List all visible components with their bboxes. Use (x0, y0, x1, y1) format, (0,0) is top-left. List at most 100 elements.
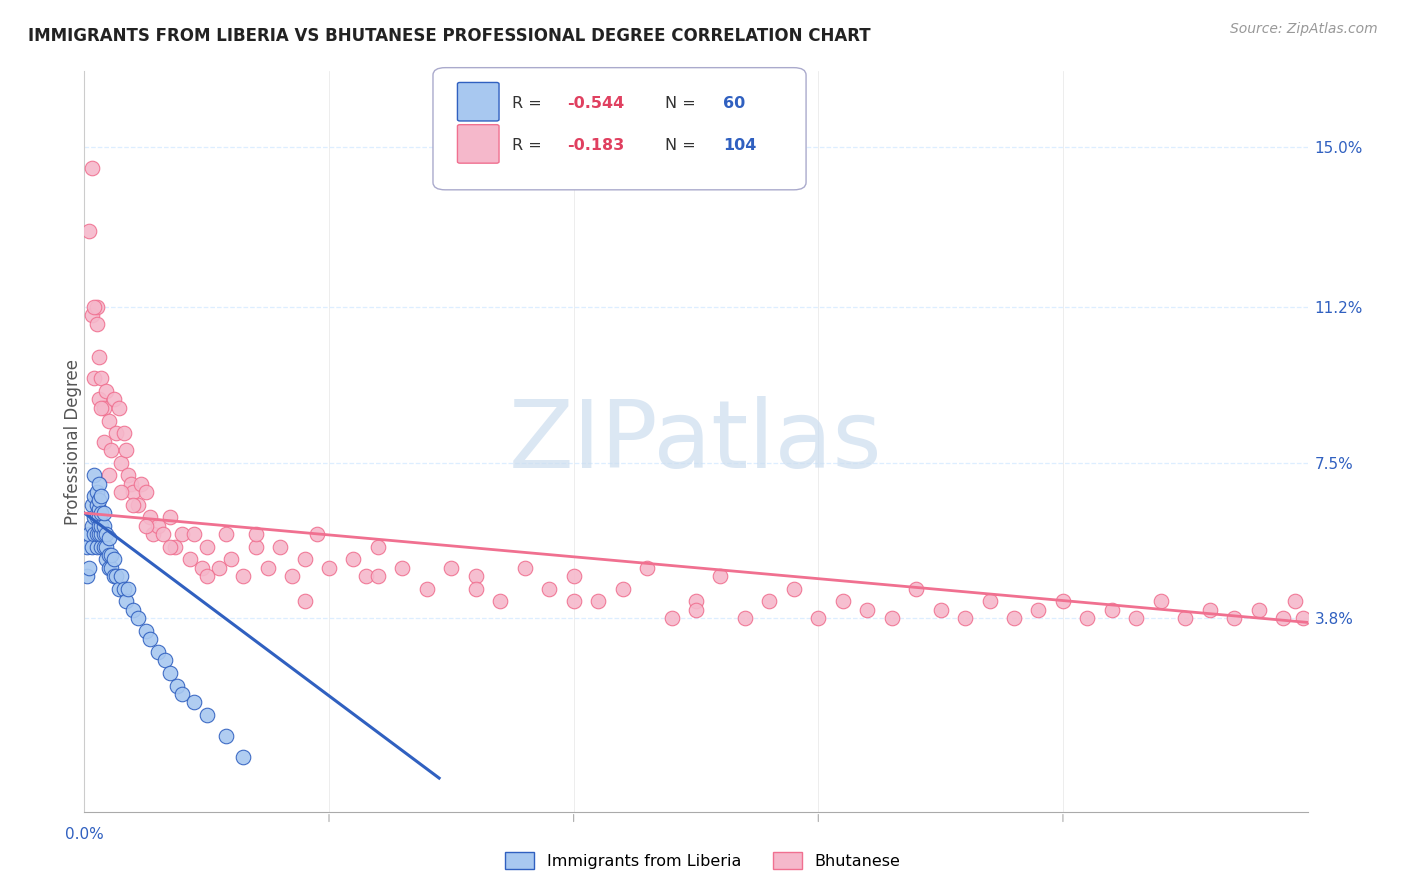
Point (709, 569, 731, 583)
Point (105, 569, 128, 583)
Point (1052, 594, 1074, 608)
Point (1284, 594, 1306, 608)
Y-axis label: Professional Degree: Professional Degree (65, 359, 82, 524)
Point (122, 603, 145, 617)
Point (1174, 611, 1197, 625)
Text: 104: 104 (723, 138, 756, 153)
Point (685, 594, 707, 608)
Point (90, 489, 112, 503)
Point (163, 540, 186, 554)
Point (734, 611, 756, 625)
Point (905, 582, 928, 596)
Point (354, 569, 377, 583)
Point (758, 594, 780, 608)
Text: R =: R = (513, 95, 547, 111)
Point (152, 527, 174, 541)
Point (90, 518, 112, 533)
Point (83, 510, 105, 524)
Point (215, 729, 238, 743)
Point (856, 603, 879, 617)
Point (115, 594, 138, 608)
Point (96, 527, 118, 541)
Point (107, 401, 129, 415)
Point (127, 498, 149, 512)
Point (93, 527, 115, 541)
Point (77, 560, 100, 574)
Point (215, 527, 238, 541)
Text: ZIPatlas: ZIPatlas (509, 395, 883, 488)
Point (208, 560, 231, 574)
Point (83, 300, 105, 314)
Point (83, 468, 105, 483)
Point (129, 476, 152, 491)
Point (87, 527, 110, 541)
Point (159, 665, 181, 680)
Point (191, 560, 214, 574)
Point (80, 161, 103, 175)
Point (831, 594, 853, 608)
Point (1002, 611, 1025, 625)
Text: 60: 60 (723, 95, 745, 111)
Point (90, 506, 112, 520)
Point (135, 624, 157, 638)
Point (1198, 603, 1220, 617)
Point (96, 540, 118, 554)
Point (110, 485, 132, 500)
Point (232, 569, 254, 583)
Point (953, 611, 976, 625)
Text: R =: R = (513, 138, 547, 153)
Point (105, 426, 128, 441)
Point (1247, 603, 1270, 617)
Point (87, 392, 110, 407)
Point (135, 518, 157, 533)
Text: N =: N = (665, 138, 702, 153)
Point (179, 552, 201, 566)
Point (562, 594, 585, 608)
Text: -0.544: -0.544 (568, 95, 624, 111)
Point (281, 569, 304, 583)
Point (464, 582, 486, 596)
Point (1272, 611, 1295, 625)
Point (87, 510, 110, 524)
Point (86, 510, 108, 524)
Point (146, 645, 169, 659)
Point (257, 560, 280, 574)
Point (93, 401, 115, 415)
Point (103, 392, 125, 407)
Point (90, 540, 112, 554)
Point (416, 582, 439, 596)
Point (1292, 611, 1315, 625)
Point (440, 560, 463, 574)
Point (1028, 603, 1050, 617)
Point (117, 468, 139, 483)
Point (219, 552, 242, 566)
Point (80, 540, 103, 554)
Point (880, 611, 903, 625)
Point (97, 531, 120, 545)
Point (661, 611, 683, 625)
Point (83, 527, 105, 541)
Point (87, 351, 110, 365)
Point (80, 518, 103, 533)
Point (115, 442, 138, 457)
Point (294, 594, 316, 608)
Point (86, 317, 108, 331)
Point (97, 560, 120, 574)
Point (87, 476, 110, 491)
Point (112, 582, 135, 596)
Point (77, 527, 100, 541)
Point (90, 371, 112, 385)
Point (391, 560, 413, 574)
Point (100, 442, 122, 457)
Point (636, 560, 658, 574)
FancyBboxPatch shape (457, 125, 499, 163)
Point (112, 426, 135, 441)
Point (929, 603, 952, 617)
Point (538, 582, 561, 596)
Point (87, 493, 110, 508)
Point (685, 603, 707, 617)
Point (120, 476, 142, 491)
Point (110, 456, 132, 470)
Point (127, 611, 149, 625)
Point (107, 582, 129, 596)
